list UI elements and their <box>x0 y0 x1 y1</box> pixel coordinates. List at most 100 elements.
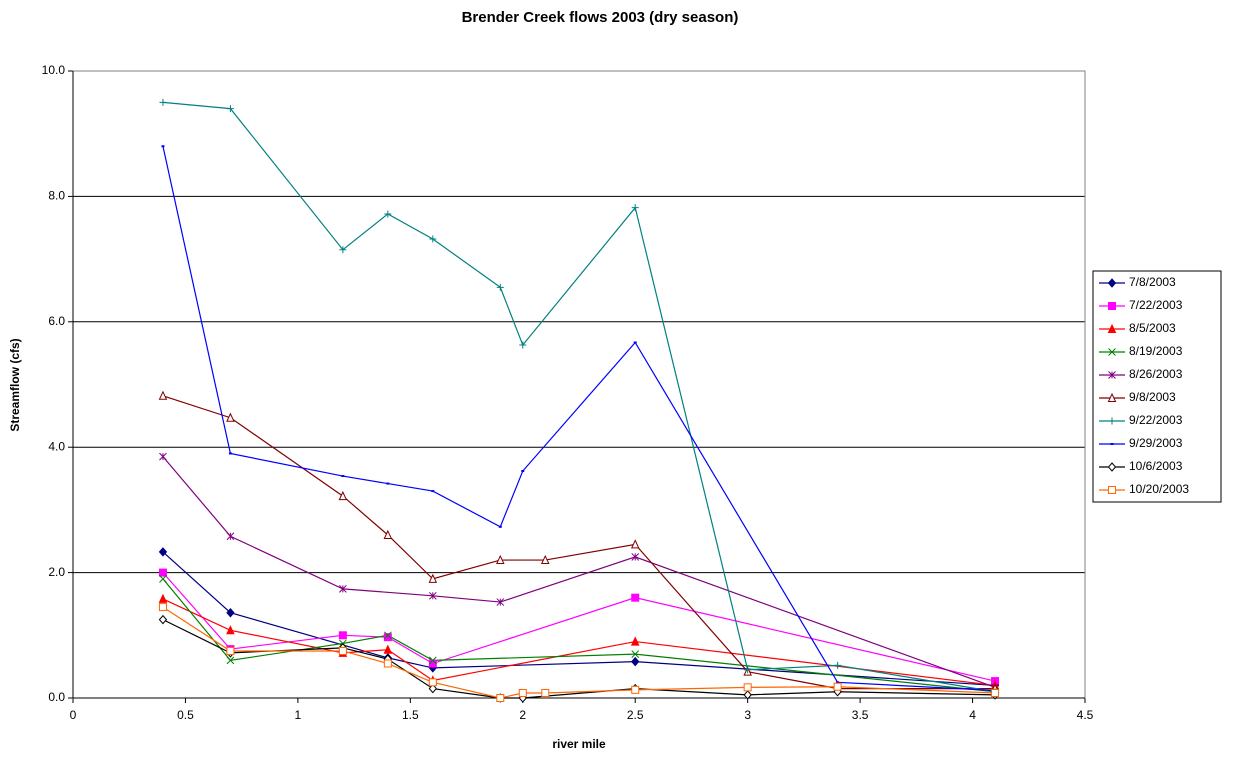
series-line <box>162 619 996 699</box>
marker <box>743 690 752 700</box>
marker <box>1108 486 1116 494</box>
y-tick-label: 8.0 <box>48 189 65 203</box>
x-tick-label: 4 <box>969 708 976 722</box>
marker <box>519 341 527 349</box>
x-tick-label: 1.5 <box>402 708 419 722</box>
marker <box>1107 462 1117 472</box>
marker <box>428 656 437 665</box>
legend-label: 10/6/2003 <box>1129 459 1183 473</box>
x-tick-label: 0.5 <box>177 708 194 722</box>
x-axis-label: river mile <box>552 737 606 751</box>
plot-area <box>72 70 1086 699</box>
legend-label: 9/8/2003 <box>1129 390 1176 404</box>
marker <box>834 661 842 669</box>
marker <box>226 607 235 618</box>
marker <box>630 636 640 646</box>
marker <box>428 573 438 583</box>
marker <box>226 656 235 665</box>
x-tick-label: 1 <box>295 708 302 722</box>
marker <box>226 412 235 422</box>
marker <box>158 603 167 612</box>
marker <box>226 625 235 635</box>
x-tick-label: 0 <box>70 708 77 722</box>
chart-title: Brender Creek flows 2003 (dry season) <box>462 9 739 26</box>
marker <box>383 659 392 668</box>
marker <box>630 539 640 549</box>
marker <box>226 532 235 541</box>
marker <box>383 631 392 640</box>
y-tick-label: 4.0 <box>48 439 65 453</box>
marker <box>428 683 437 694</box>
marker <box>496 554 505 565</box>
marker <box>496 598 505 606</box>
legend-label: 7/22/2003 <box>1129 298 1183 312</box>
marker <box>158 593 168 603</box>
marker <box>1108 371 1116 379</box>
marker <box>1108 348 1116 356</box>
marker <box>1107 278 1117 288</box>
x-tick-label: 2.5 <box>627 708 644 722</box>
marker <box>631 204 639 212</box>
marker <box>428 678 437 687</box>
marker <box>339 246 347 254</box>
marker <box>1107 323 1117 333</box>
marker <box>1108 302 1116 310</box>
legend-label: 7/8/2003 <box>1129 275 1176 289</box>
legend-label: 8/5/2003 <box>1129 321 1176 335</box>
legend-label: 8/19/2003 <box>1129 344 1183 358</box>
y-tick-label: 10.0 <box>42 63 66 77</box>
series-line <box>162 606 996 699</box>
marker <box>226 105 234 113</box>
x-tick-label: 3.5 <box>852 708 869 722</box>
legend-label: 10/20/2003 <box>1129 482 1189 496</box>
series-line <box>162 101 996 693</box>
marker <box>1107 392 1117 402</box>
marker <box>338 490 348 501</box>
marker <box>743 683 752 692</box>
legend-label: 9/29/2003 <box>1129 436 1183 450</box>
marker <box>518 688 527 697</box>
x-tick-label: 4.5 <box>1077 708 1094 722</box>
marker <box>339 585 347 593</box>
marker <box>744 666 752 674</box>
marker <box>158 614 168 625</box>
marker <box>338 631 347 640</box>
marker <box>833 682 842 691</box>
marker <box>991 688 1000 697</box>
marker <box>1108 417 1116 425</box>
marker <box>383 529 393 539</box>
series-line <box>162 395 996 690</box>
marker <box>496 283 504 291</box>
y-tick-label: 2.0 <box>48 565 65 579</box>
series-line <box>162 572 996 682</box>
marker <box>338 646 347 655</box>
marker <box>158 390 168 400</box>
marker <box>159 575 167 583</box>
y-tick-label: 0.0 <box>48 690 65 704</box>
marker <box>158 547 168 557</box>
marker <box>158 568 167 577</box>
marker <box>631 650 640 658</box>
series-line <box>162 578 996 693</box>
marker <box>429 235 437 243</box>
marker <box>159 452 167 461</box>
legend-label: 8/26/2003 <box>1129 367 1183 381</box>
y-tick-label: 6.0 <box>48 314 65 328</box>
y-axis-label: Streamflow (cfs) <box>8 338 22 431</box>
marker <box>631 656 640 667</box>
series-line <box>162 146 996 692</box>
marker <box>428 591 437 600</box>
legend-label: 9/22/2003 <box>1129 413 1183 427</box>
x-tick-label: 3 <box>744 708 751 722</box>
marker <box>159 98 167 106</box>
series-line <box>162 551 996 687</box>
marker <box>631 593 640 602</box>
marker <box>496 694 505 702</box>
marker <box>383 644 393 654</box>
x-tick-label: 2 <box>519 708 526 722</box>
marker <box>383 633 392 642</box>
marker <box>540 554 550 565</box>
marker <box>384 210 392 218</box>
marker <box>541 688 550 697</box>
